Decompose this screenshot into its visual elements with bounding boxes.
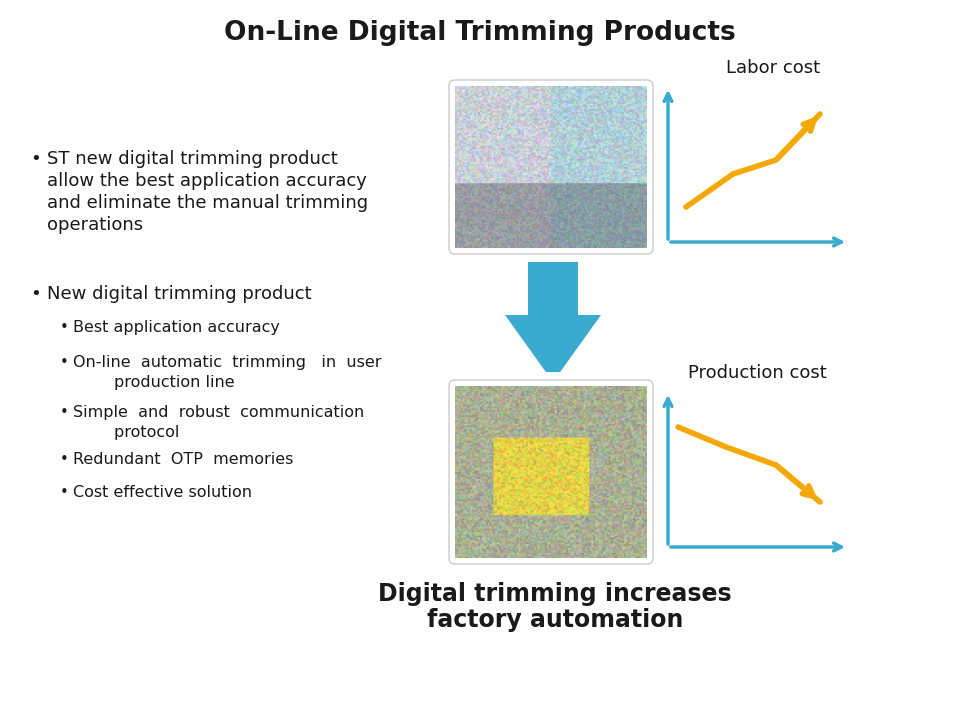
Text: •: • [30,150,40,168]
Text: Redundant  OTP  memories: Redundant OTP memories [73,452,294,467]
Text: factory automation: factory automation [427,608,684,632]
Text: Simple  and  robust  communication
        protocol: Simple and robust communication protocol [73,405,364,440]
Text: and eliminate the manual trimming: and eliminate the manual trimming [47,194,368,212]
Text: ST new digital trimming product: ST new digital trimming product [47,150,338,168]
Text: •: • [60,355,69,370]
Text: Cost effective solution: Cost effective solution [73,485,252,500]
Text: Digital trimming increases: Digital trimming increases [378,582,732,606]
Text: On-Line Digital Trimming Products: On-Line Digital Trimming Products [224,20,736,46]
Polygon shape [505,252,601,382]
Text: Labor cost: Labor cost [726,59,820,77]
Text: •: • [60,485,69,500]
Text: operations: operations [47,216,143,234]
Text: •: • [60,405,69,420]
Text: •: • [60,452,69,467]
Text: Best application accuracy: Best application accuracy [73,320,280,335]
Text: •: • [60,320,69,335]
Text: •: • [30,285,40,303]
Text: allow the best application accuracy: allow the best application accuracy [47,172,367,190]
Text: On-line  automatic  trimming   in  user
        production line: On-line automatic trimming in user produ… [73,355,381,390]
Text: Production cost: Production cost [688,364,827,382]
Text: New digital trimming product: New digital trimming product [47,285,312,303]
